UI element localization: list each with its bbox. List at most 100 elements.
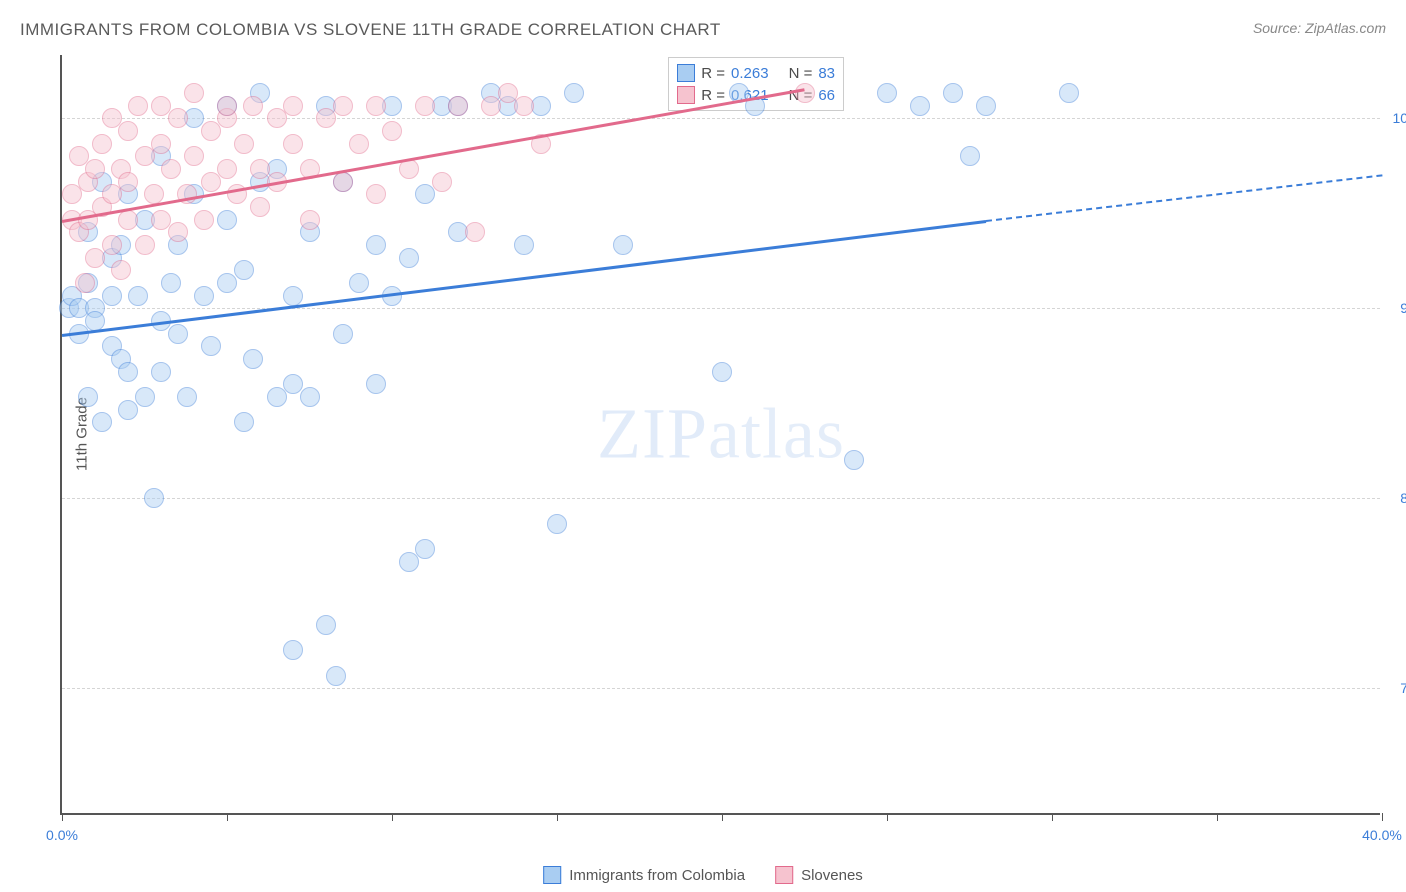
x-tick [1217, 813, 1218, 821]
scatter-point [465, 222, 485, 242]
scatter-point [201, 172, 221, 192]
scatter-point [234, 412, 254, 432]
stat-r-label: R = [701, 65, 725, 82]
scatter-point [300, 387, 320, 407]
scatter-point [547, 514, 567, 534]
legend-label: Immigrants from Colombia [569, 867, 745, 884]
scatter-point [349, 273, 369, 293]
y-tick-label: 77.5% [1385, 680, 1406, 696]
stat-n-value: 66 [818, 87, 835, 104]
y-axis-label: 11th Grade [74, 397, 91, 471]
scatter-point [712, 362, 732, 382]
gridline [62, 118, 1380, 119]
scatter-point [217, 273, 237, 293]
scatter-point [243, 349, 263, 369]
scatter-point [168, 222, 188, 242]
scatter-point [128, 96, 148, 116]
scatter-point [144, 488, 164, 508]
stat-n-value: 83 [818, 65, 835, 82]
stats-row: R =0.263N =83 [677, 62, 835, 84]
series-swatch [677, 64, 695, 82]
scatter-point [366, 184, 386, 204]
scatter-point [300, 210, 320, 230]
legend-item: Slovenes [775, 866, 863, 884]
scatter-point [217, 159, 237, 179]
x-tick-label: 40.0% [1362, 827, 1402, 843]
scatter-point [250, 197, 270, 217]
scatter-point [564, 83, 584, 103]
scatter-point [1059, 83, 1079, 103]
scatter-point [910, 96, 930, 116]
scatter-point [399, 552, 419, 572]
scatter-point [78, 387, 98, 407]
scatter-point [161, 273, 181, 293]
scatter-point [184, 83, 204, 103]
scatter-point [960, 146, 980, 166]
scatter-point [514, 96, 534, 116]
scatter-point [283, 96, 303, 116]
scatter-point [267, 387, 287, 407]
x-tick-label: 0.0% [46, 827, 78, 843]
scatter-point [366, 374, 386, 394]
scatter-point [943, 83, 963, 103]
scatter-point [432, 172, 452, 192]
scatter-point [481, 96, 501, 116]
scatter-point [201, 121, 221, 141]
scatter-point [234, 260, 254, 280]
scatter-point [135, 235, 155, 255]
scatter-point [102, 286, 122, 306]
scatter-point [333, 172, 353, 192]
scatter-point [795, 83, 815, 103]
scatter-point [448, 96, 468, 116]
source-attribution: Source: ZipAtlas.com [1253, 20, 1386, 36]
scatter-point [366, 235, 386, 255]
scatter-point [976, 96, 996, 116]
stat-r-label: R = [701, 87, 725, 104]
scatter-point [85, 248, 105, 268]
x-tick [887, 813, 888, 821]
scatter-point [217, 96, 237, 116]
scatter-point [415, 96, 435, 116]
stat-n-label: N = [789, 65, 813, 82]
scatter-point [399, 248, 419, 268]
scatter-point [366, 96, 386, 116]
scatter-point [75, 273, 95, 293]
legend-swatch [543, 866, 561, 884]
scatter-point [111, 260, 131, 280]
scatter-point [316, 615, 336, 635]
scatter-point [151, 134, 171, 154]
gridline [62, 498, 1380, 499]
scatter-point [415, 539, 435, 559]
scatter-point [135, 387, 155, 407]
scatter-plot-area: 11th Grade ZIPatlas R =0.263N =83R =0.62… [60, 55, 1380, 815]
scatter-point [283, 134, 303, 154]
scatter-point [382, 121, 402, 141]
scatter-point [118, 400, 138, 420]
scatter-point [349, 134, 369, 154]
x-tick [557, 813, 558, 821]
chart-title: IMMIGRANTS FROM COLOMBIA VS SLOVENE 11TH… [20, 20, 721, 40]
scatter-point [243, 96, 263, 116]
scatter-point [316, 108, 336, 128]
scatter-point [267, 108, 287, 128]
scatter-point [283, 640, 303, 660]
scatter-point [92, 134, 112, 154]
x-tick [1052, 813, 1053, 821]
scatter-point [326, 666, 346, 686]
scatter-point [184, 146, 204, 166]
legend-label: Slovenes [801, 867, 863, 884]
scatter-point [194, 210, 214, 230]
scatter-point [102, 235, 122, 255]
scatter-point [168, 324, 188, 344]
chart-legend: Immigrants from Colombia Slovenes [543, 866, 863, 884]
scatter-point [844, 450, 864, 470]
scatter-point [128, 286, 148, 306]
scatter-point [514, 235, 534, 255]
x-tick [722, 813, 723, 821]
scatter-point [62, 184, 82, 204]
legend-swatch [775, 866, 793, 884]
scatter-point [102, 184, 122, 204]
scatter-point [118, 362, 138, 382]
y-tick-label: 100.0% [1385, 110, 1406, 126]
scatter-point [85, 159, 105, 179]
